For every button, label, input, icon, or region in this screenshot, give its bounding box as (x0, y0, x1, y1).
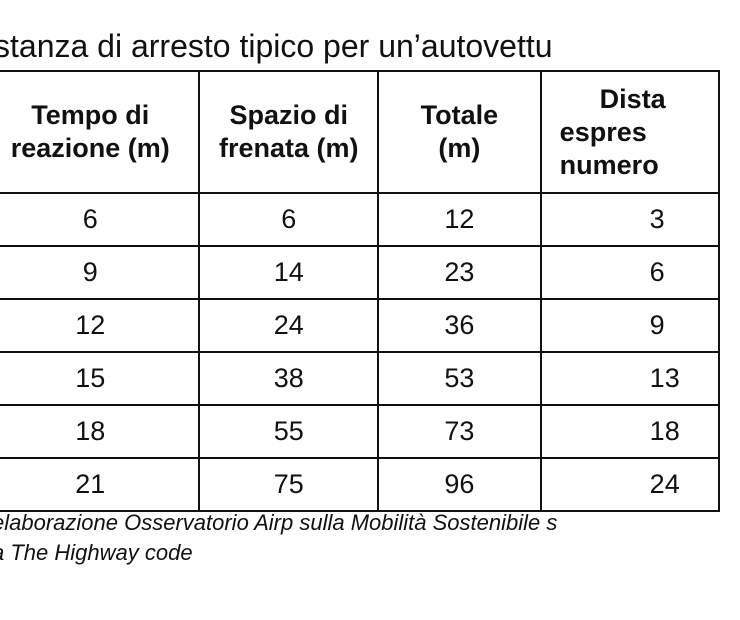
table-cell: 36 (377, 298, 542, 353)
table-cell: 9 (0, 245, 201, 300)
table-cell: 13 (539, 351, 721, 406)
header-braking-line-1: Spazio di (229, 100, 349, 130)
header-distance-line-3: numero (559, 149, 659, 180)
table-cell: 38 (198, 351, 380, 406)
header-distance-expressed: Dista espres numero (539, 70, 721, 194)
header-braking-distance: Spazio di frenata (m) (198, 70, 380, 194)
header-reaction-line-2: reazione (m) (10, 133, 170, 163)
table-cell: 12 (0, 298, 201, 353)
table-cell: 73 (377, 404, 542, 459)
table-cell: 24 (539, 457, 721, 512)
table-cell: 21 (0, 457, 201, 512)
table-title: stanza di arresto tipico per un’autovett… (0, 28, 553, 64)
header-distance-line-2: espres (559, 116, 647, 147)
table-row: 12 24 36 9 (0, 298, 721, 353)
table-cell: 6 (198, 192, 380, 247)
table-row: 21 75 96 24 (0, 457, 721, 512)
table-cell: 3 (539, 192, 721, 247)
table-cell: 12 (377, 192, 542, 247)
table-cell: 18 (0, 404, 201, 459)
header-distance-line-1: Dista (599, 83, 666, 114)
header-reaction-line-1: Tempo di (31, 100, 150, 130)
header-total: Totale (m) (377, 70, 542, 194)
table-cell: 75 (198, 457, 380, 512)
footnote-line-1: elaborazione Osservatorio Airp sulla Mob… (0, 510, 558, 535)
table-row: 15 38 53 13 (0, 351, 721, 406)
table-row: 18 55 73 18 (0, 404, 721, 459)
header-braking-line-2: frenata (m) (218, 133, 359, 163)
header-total-line-1: Totale (420, 100, 499, 130)
footnote-line-2: a The Highway code (0, 540, 193, 565)
table-cell: 96 (377, 457, 542, 512)
table-cell: 15 (0, 351, 201, 406)
table-cell: 55 (198, 404, 380, 459)
table-cell: 6 (0, 192, 201, 247)
table-cell: 24 (198, 298, 380, 353)
table-header-row: Tempo di reazione (m) Spazio di frenata … (0, 70, 721, 194)
table-cell: 6 (539, 245, 721, 300)
header-total-line-2: (m) (438, 133, 481, 163)
table-row: 9 14 23 6 (0, 245, 721, 300)
table-cell: 23 (377, 245, 542, 300)
table-cell: 14 (198, 245, 380, 300)
table-row: 6 6 12 3 (0, 192, 721, 247)
stopping-distance-table: Tempo di reazione (m) Spazio di frenata … (0, 70, 721, 512)
header-reaction-distance: Tempo di reazione (m) (0, 70, 201, 194)
table-cell: 9 (539, 298, 721, 353)
source-footnote: elaborazione Osservatorio Airp sulla Mob… (0, 508, 557, 568)
table-cell: 53 (377, 351, 542, 406)
table-cell: 18 (539, 404, 721, 459)
